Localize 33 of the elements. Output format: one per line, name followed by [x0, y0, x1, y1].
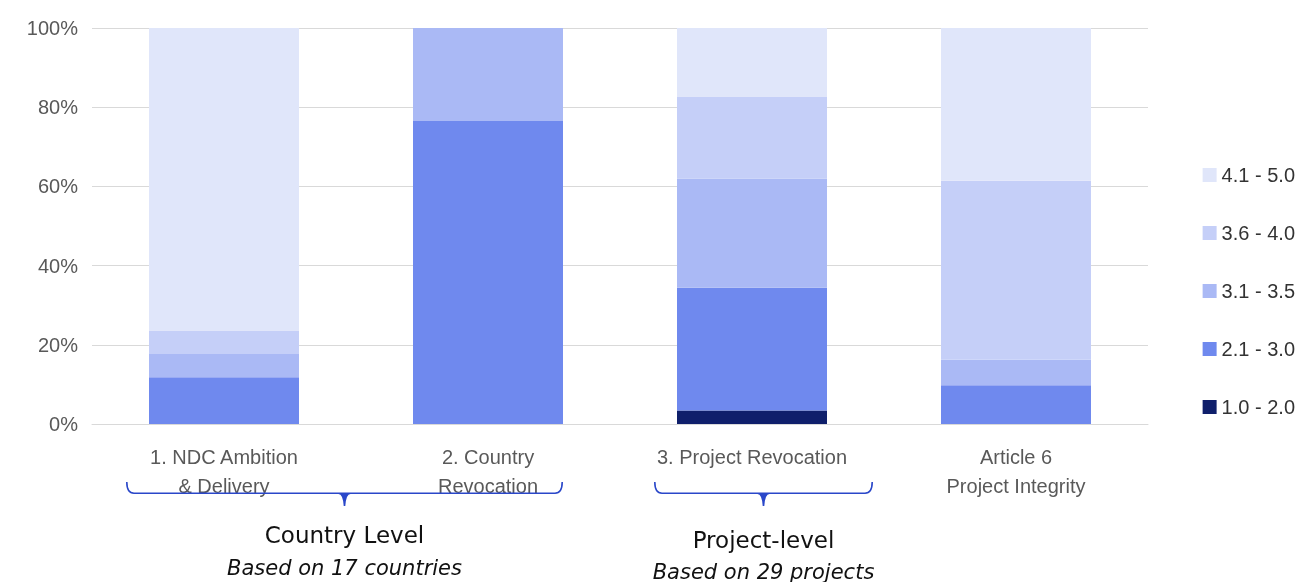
legend-label: 2.1 - 3.0	[1221, 338, 1296, 360]
text: Based on 17 countries	[227, 556, 463, 580]
legend-label: 3.1 - 3.5	[1221, 280, 1296, 302]
bar	[677, 28, 827, 97]
x-tick-label: 2. Country Revocation	[437, 445, 539, 497]
y-tick-label: 100%	[26, 17, 79, 39]
legend-label: 4.1 - 5.0	[1221, 164, 1296, 186]
x-tick-label: Article 6 Project Integrity	[946, 445, 1086, 497]
bar	[941, 359, 1091, 386]
bar	[149, 353, 299, 378]
bar	[941, 28, 1091, 181]
y-tick-label: 40%	[37, 254, 79, 277]
bar	[677, 96, 827, 179]
x-tick-label: 1. NDC Ambition & Delivery	[150, 445, 298, 497]
bar	[149, 377, 299, 424]
bar	[413, 28, 563, 122]
text: Project-level	[692, 527, 835, 553]
text: Country Level	[264, 522, 425, 548]
bar	[413, 121, 563, 424]
y-tick-label: 80%	[37, 96, 79, 119]
bar	[149, 28, 299, 331]
legend-label: 3.6 - 4.0	[1221, 222, 1296, 244]
bar	[149, 330, 299, 354]
y-tick-label: 0%	[49, 413, 79, 435]
y-tick-label: 60%	[37, 175, 79, 198]
bar	[941, 180, 1091, 360]
legend-label: 1.0 - 2.0	[1221, 396, 1296, 418]
y-tick-label: 20%	[37, 333, 79, 356]
bar	[677, 287, 827, 411]
bar	[677, 178, 827, 288]
bar	[941, 385, 1091, 424]
x-tick-label: 3. Project Revocation	[656, 445, 848, 468]
bar	[677, 410, 827, 424]
